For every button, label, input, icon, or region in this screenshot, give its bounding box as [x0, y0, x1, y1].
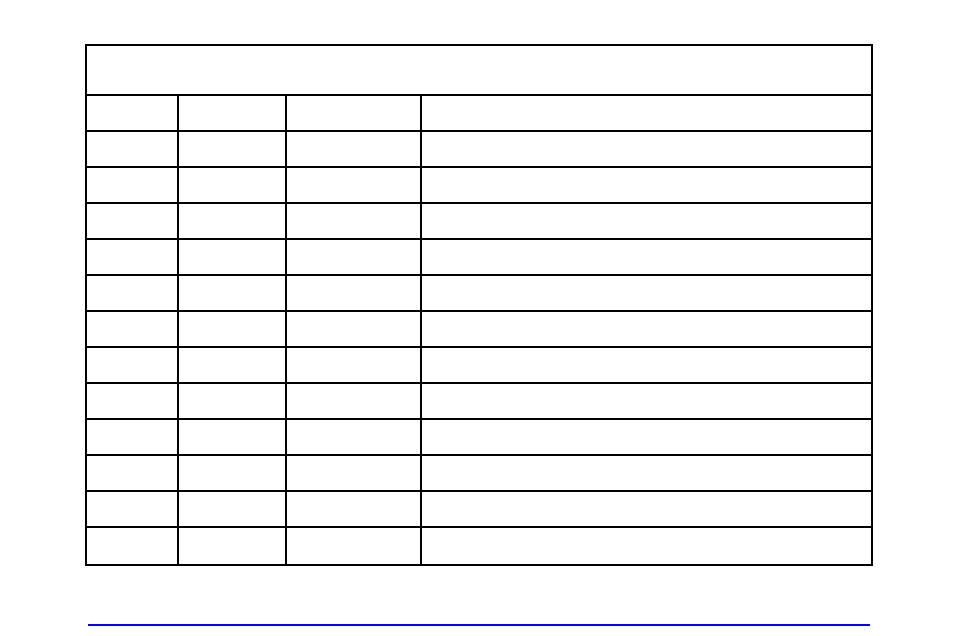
table-cell — [179, 384, 287, 418]
table-row — [87, 384, 871, 420]
table-row — [87, 312, 871, 348]
table-cell — [179, 132, 287, 166]
table-body — [87, 96, 871, 564]
table-header-row — [87, 46, 871, 96]
table-cell — [179, 168, 287, 202]
table-cell — [287, 456, 422, 490]
table-cell — [287, 420, 422, 454]
table-cell — [87, 168, 179, 202]
table-cell — [422, 276, 871, 310]
table-cell — [422, 528, 871, 564]
table-cell — [87, 276, 179, 310]
table-cell — [87, 492, 179, 526]
table-cell — [422, 492, 871, 526]
table-cell — [422, 312, 871, 346]
table-cell — [179, 348, 287, 382]
table-cell — [287, 132, 422, 166]
table-cell — [287, 240, 422, 274]
table-cell — [287, 348, 422, 382]
table-cell — [422, 240, 871, 274]
table-cell — [87, 312, 179, 346]
table-cell — [179, 96, 287, 130]
table-cell — [287, 96, 422, 130]
table-cell — [422, 204, 871, 238]
table-cell — [87, 204, 179, 238]
table-cell — [422, 132, 871, 166]
table-cell — [287, 384, 422, 418]
table-cell — [422, 348, 871, 382]
table-row — [87, 168, 871, 204]
table-row — [87, 492, 871, 528]
table-cell — [287, 492, 422, 526]
table-row — [87, 276, 871, 312]
table-row — [87, 348, 871, 384]
table-cell — [179, 204, 287, 238]
table-row — [87, 96, 871, 132]
table-cell — [287, 204, 422, 238]
table-cell — [87, 528, 179, 564]
table-row — [87, 204, 871, 240]
table-row — [87, 528, 871, 564]
table-cell — [422, 168, 871, 202]
table-cell — [287, 312, 422, 346]
table-cell — [87, 456, 179, 490]
table-cell — [287, 168, 422, 202]
table-cell — [179, 492, 287, 526]
divider-line — [88, 624, 870, 626]
table-cell — [179, 456, 287, 490]
table-row — [87, 420, 871, 456]
table-cell — [422, 456, 871, 490]
table-cell — [87, 240, 179, 274]
table-cell — [87, 96, 179, 130]
table-row — [87, 456, 871, 492]
table-cell — [179, 312, 287, 346]
table-cell — [179, 276, 287, 310]
table-cell — [422, 96, 871, 130]
table-cell — [87, 384, 179, 418]
table-cell — [87, 348, 179, 382]
table-cell — [287, 528, 422, 564]
table-cell — [87, 420, 179, 454]
table-row — [87, 132, 871, 168]
table-cell — [179, 420, 287, 454]
table-row — [87, 240, 871, 276]
table-cell — [87, 132, 179, 166]
table-cell — [287, 276, 422, 310]
table-cell — [422, 384, 871, 418]
table-cell — [422, 420, 871, 454]
table-cell — [179, 240, 287, 274]
data-table — [85, 44, 873, 566]
table-cell — [179, 528, 287, 564]
